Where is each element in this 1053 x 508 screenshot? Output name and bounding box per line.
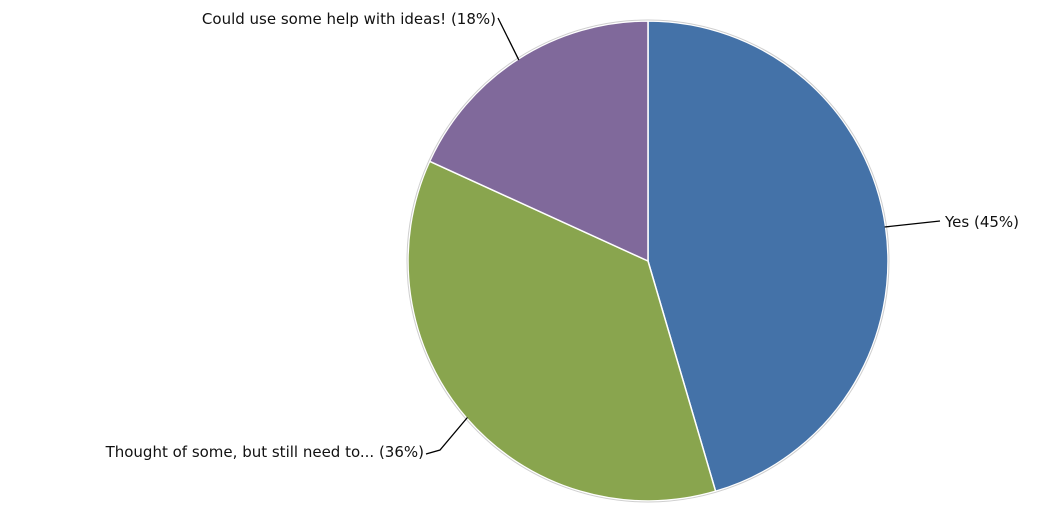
leader-lines xyxy=(425,17,941,455)
leader-line-2 xyxy=(425,417,468,455)
slice-label-2: Thought of some, but still need to... (3… xyxy=(105,443,424,461)
pie-outline xyxy=(406,19,890,503)
leader-line-1 xyxy=(884,220,941,228)
slice-labels: Yes (45%) Thought of some, but still need… xyxy=(105,10,1019,461)
slice-label-1: Yes (45%) xyxy=(944,213,1019,231)
pie-slices xyxy=(407,20,889,502)
slice-label-3: Could use some help with ideas! (18%) xyxy=(202,10,496,28)
leader-line-3 xyxy=(497,17,520,61)
